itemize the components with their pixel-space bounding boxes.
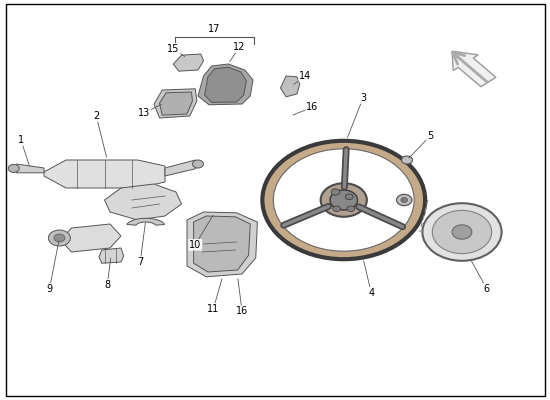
Polygon shape: [44, 160, 165, 188]
Polygon shape: [99, 248, 124, 263]
Text: 16: 16: [306, 102, 318, 112]
Text: 2: 2: [93, 111, 100, 121]
Polygon shape: [60, 224, 121, 252]
Circle shape: [422, 203, 502, 261]
Text: 14: 14: [299, 71, 311, 81]
Text: 10: 10: [189, 240, 201, 250]
Circle shape: [432, 210, 492, 254]
Text: 9: 9: [46, 284, 53, 294]
Text: 4: 4: [368, 288, 375, 298]
Polygon shape: [104, 184, 182, 220]
Circle shape: [402, 156, 412, 164]
Circle shape: [452, 225, 472, 239]
Text: 17: 17: [208, 24, 221, 34]
Circle shape: [321, 183, 367, 217]
Polygon shape: [187, 212, 257, 277]
Polygon shape: [280, 76, 300, 97]
Polygon shape: [205, 67, 246, 102]
Polygon shape: [165, 160, 198, 176]
Circle shape: [331, 189, 340, 195]
Circle shape: [330, 190, 358, 210]
Circle shape: [347, 206, 355, 212]
Circle shape: [262, 141, 425, 259]
Text: 8: 8: [104, 280, 111, 290]
Polygon shape: [160, 92, 192, 115]
Circle shape: [397, 194, 412, 206]
Circle shape: [345, 194, 353, 200]
Text: 3: 3: [360, 93, 366, 103]
Polygon shape: [194, 216, 250, 272]
Text: 13: 13: [138, 108, 150, 118]
Polygon shape: [127, 218, 164, 225]
Circle shape: [192, 160, 204, 168]
Circle shape: [273, 149, 414, 251]
Polygon shape: [452, 51, 496, 87]
Circle shape: [401, 198, 408, 202]
Text: 5: 5: [427, 131, 433, 141]
Circle shape: [8, 164, 19, 172]
Polygon shape: [198, 64, 253, 105]
Text: 7: 7: [137, 257, 144, 267]
Circle shape: [54, 234, 65, 242]
Polygon shape: [173, 54, 204, 71]
Text: 1: 1: [18, 135, 24, 145]
Text: 15: 15: [167, 44, 179, 54]
Polygon shape: [14, 164, 44, 173]
Circle shape: [48, 230, 70, 246]
Text: 11: 11: [207, 304, 219, 314]
Polygon shape: [154, 89, 197, 118]
Text: 16: 16: [236, 306, 248, 316]
Circle shape: [333, 206, 340, 212]
Text: 6: 6: [483, 284, 490, 294]
Text: 12: 12: [233, 42, 245, 52]
